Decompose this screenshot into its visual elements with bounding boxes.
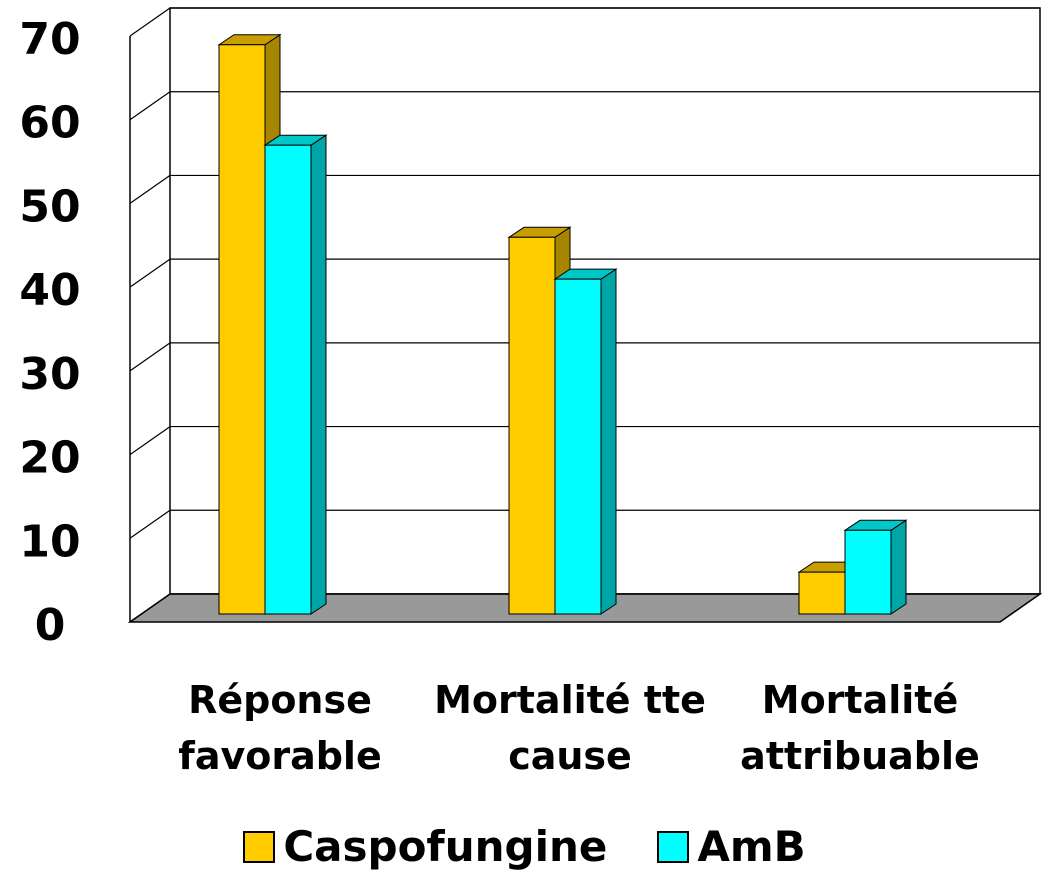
y-tick-label: 50 [19,181,80,232]
tick-mark [129,7,171,37]
y-tick-label: 70 [19,14,80,65]
y-tick-label: 60 [19,98,80,149]
legend: Caspofungine AmB [0,822,1049,871]
legend-swatch [657,830,690,863]
tick-mark [129,509,171,539]
tick-mark [129,426,171,456]
tick-mark [129,342,171,372]
legend-item: Caspofungine [243,822,607,871]
x-tick-label: Réponse favorable [178,678,382,778]
tick-mark [129,258,171,288]
x-tick-label: Mortalité attribuable [740,678,980,778]
y-tick-label: 10 [19,516,80,567]
tick-mark [129,174,171,204]
tick-mark [129,91,171,121]
legend-label: Caspofungine [283,822,608,871]
tick-mark [129,593,171,623]
bar [844,529,892,615]
y-tick-label: 0 [35,600,66,651]
bar-side [310,134,327,615]
y-tick-label: 20 [19,433,80,484]
y-tick-label: 40 [19,265,80,316]
bar [508,236,556,615]
bar [218,44,266,615]
legend-label: AmB [697,822,806,871]
y-tick-label: 30 [19,349,80,400]
bar-side [890,519,907,615]
legend-swatch [243,830,276,863]
bar [264,144,312,615]
x-tick-label: Mortalité tte cause [434,678,706,778]
bar [554,278,602,615]
bar-side [600,268,617,615]
bar [798,571,846,615]
legend-item: AmB [657,822,806,871]
